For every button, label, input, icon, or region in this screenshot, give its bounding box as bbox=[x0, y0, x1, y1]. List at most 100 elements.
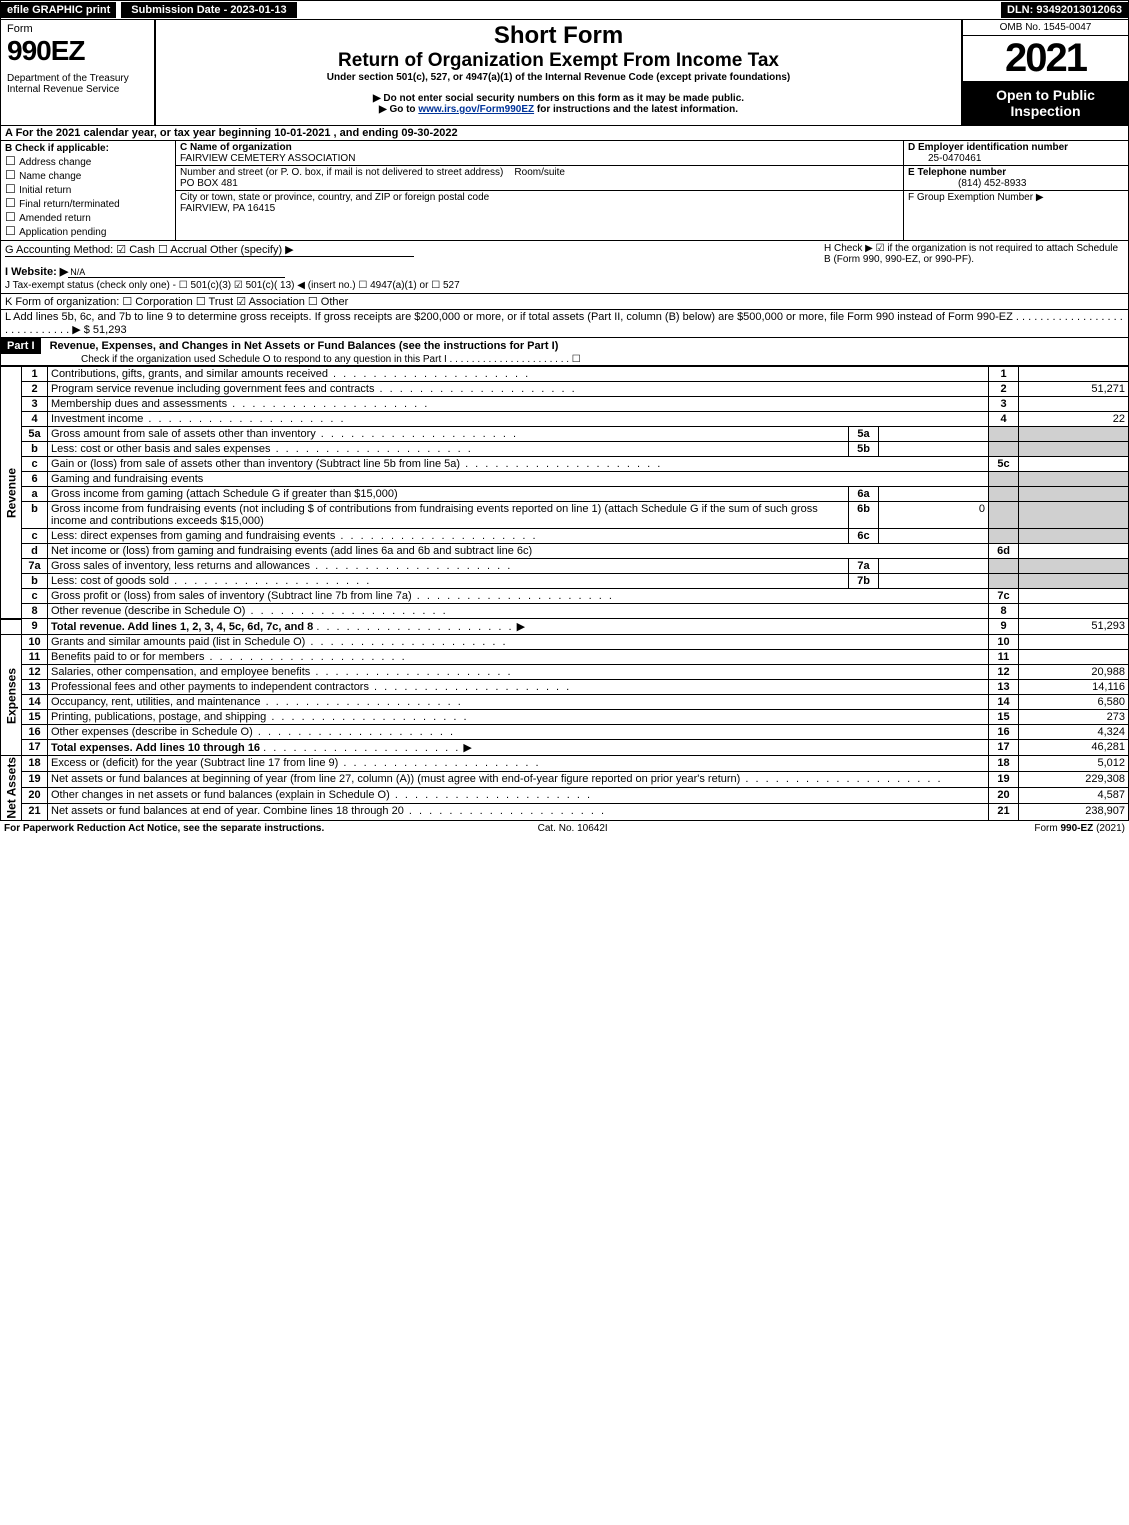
section-c: C Name of organization FAIRVIEW CEMETERY… bbox=[176, 141, 903, 240]
l8-val bbox=[1019, 604, 1129, 619]
l18-val: 5,012 bbox=[1019, 756, 1129, 772]
line-11: 11 Benefits paid to or for members 11 bbox=[1, 650, 1129, 665]
l10-desc: Grants and similar amounts paid (list in… bbox=[51, 636, 508, 648]
l6b-shade bbox=[989, 502, 1019, 529]
dln: DLN: 93492013012063 bbox=[1001, 2, 1128, 18]
lines-table: Revenue 1 Contributions, gifts, grants, … bbox=[0, 366, 1129, 821]
l7b-shade bbox=[989, 574, 1019, 589]
chk-address[interactable]: ☐ bbox=[5, 154, 19, 168]
l15-num: 15 bbox=[22, 710, 48, 725]
chk-final[interactable]: ☐ bbox=[5, 196, 19, 210]
l13-desc: Professional fees and other payments to … bbox=[51, 681, 571, 693]
l5b-ibox: 5b bbox=[849, 442, 879, 457]
l12-box: 12 bbox=[989, 665, 1019, 680]
chk-name[interactable]: ☐ bbox=[5, 168, 19, 182]
l5b-shade bbox=[989, 442, 1019, 457]
l7b-ival bbox=[879, 574, 989, 589]
line-2: 2 Program service revenue including gove… bbox=[1, 382, 1129, 397]
row-a-text: A For the 2021 calendar year, or tax yea… bbox=[5, 127, 458, 139]
chk-amended[interactable]: ☐ bbox=[5, 210, 19, 224]
org-street: PO BOX 481 bbox=[180, 178, 238, 189]
l7a-ival bbox=[879, 559, 989, 574]
l15-desc: Printing, publications, postage, and shi… bbox=[51, 711, 469, 723]
l7c-desc: Gross profit or (loss) from sales of inv… bbox=[51, 590, 614, 602]
efile-label[interactable]: efile GRAPHIC print bbox=[1, 2, 116, 18]
short-form: Short Form bbox=[162, 22, 955, 50]
i-row: I Website: ▶N/A bbox=[5, 265, 824, 278]
l1-box: 1 bbox=[989, 367, 1019, 382]
section-b: B Check if applicable: ☐ Address change … bbox=[1, 141, 176, 240]
l1-num: 1 bbox=[22, 367, 48, 382]
l18-num: 18 bbox=[22, 756, 48, 772]
l3-val bbox=[1019, 397, 1129, 412]
l3-num: 3 bbox=[22, 397, 48, 412]
l16-val: 4,324 bbox=[1019, 725, 1129, 740]
b-item-2: Initial return bbox=[19, 185, 71, 196]
l2-val: 51,271 bbox=[1019, 382, 1129, 397]
l20-val: 4,587 bbox=[1019, 788, 1129, 804]
l6a-shade2 bbox=[1019, 487, 1129, 502]
l6a-num: a bbox=[22, 487, 48, 502]
l18-box: 18 bbox=[989, 756, 1019, 772]
irs-link[interactable]: www.irs.gov/Form990EZ bbox=[418, 104, 534, 115]
part1-title: Revenue, Expenses, and Changes in Net As… bbox=[44, 340, 559, 352]
l19-num: 19 bbox=[22, 772, 48, 788]
b-item-1: Name change bbox=[19, 171, 81, 182]
l11-desc: Benefits paid to or for members bbox=[51, 651, 407, 663]
l6a-ibox: 6a bbox=[849, 487, 879, 502]
l6a-shade bbox=[989, 487, 1019, 502]
c-street-lbl: Number and street (or P. O. box, if mail… bbox=[180, 167, 503, 178]
line-8: 8 Other revenue (describe in Schedule O)… bbox=[1, 604, 1129, 619]
c-room-lbl: Room/suite bbox=[514, 167, 565, 178]
line-6c: c Less: direct expenses from gaming and … bbox=[1, 529, 1129, 544]
line-7c: c Gross profit or (loss) from sales of i… bbox=[1, 589, 1129, 604]
l5c-num: c bbox=[22, 457, 48, 472]
phone: (814) 452-8933 bbox=[908, 178, 1026, 189]
b-item-4: Amended return bbox=[19, 213, 91, 224]
section-def: D Employer identification number 25-0470… bbox=[903, 141, 1128, 240]
chk-pending[interactable]: ☐ bbox=[5, 224, 19, 238]
under-section: Under section 501(c), 527, or 4947(a)(1)… bbox=[162, 72, 955, 83]
l9-val: 51,293 bbox=[1019, 619, 1129, 635]
l6c-num: c bbox=[22, 529, 48, 544]
d-row: D Employer identification number 25-0470… bbox=[904, 141, 1128, 166]
l13-box: 13 bbox=[989, 680, 1019, 695]
l5a-shade2 bbox=[1019, 427, 1129, 442]
l14-box: 14 bbox=[989, 695, 1019, 710]
l17-val: 46,281 bbox=[1019, 740, 1129, 756]
l5a-desc: Gross amount from sale of assets other t… bbox=[51, 428, 518, 440]
form-title: Return of Organization Exempt From Incom… bbox=[162, 50, 955, 72]
line-6a: a Gross income from gaming (attach Sched… bbox=[1, 487, 1129, 502]
line-18: Net Assets 18 Excess or (deficit) for th… bbox=[1, 756, 1129, 772]
form-number: 990EZ bbox=[7, 35, 148, 67]
ein: 25-0470461 bbox=[908, 153, 981, 164]
l14-val: 6,580 bbox=[1019, 695, 1129, 710]
tax-year: 2021 bbox=[963, 36, 1128, 81]
l-row: L Add lines 5b, 6c, and 7b to line 9 to … bbox=[0, 310, 1129, 338]
l16-box: 16 bbox=[989, 725, 1019, 740]
b-item-3: Final return/terminated bbox=[19, 199, 120, 210]
line-14: 14 Occupancy, rent, utilities, and maint… bbox=[1, 695, 1129, 710]
l6c-ival bbox=[879, 529, 989, 544]
l1-val bbox=[1019, 367, 1129, 382]
l7c-val bbox=[1019, 589, 1129, 604]
l6a-ival bbox=[879, 487, 989, 502]
l5a-shade bbox=[989, 427, 1019, 442]
chk-initial[interactable]: ☐ bbox=[5, 182, 19, 196]
l5b-desc: Less: cost or other basis and sales expe… bbox=[51, 443, 473, 455]
l11-box: 11 bbox=[989, 650, 1019, 665]
l7a-desc: Gross sales of inventory, less returns a… bbox=[51, 560, 512, 572]
line-6: 6 Gaming and fundraising events bbox=[1, 472, 1129, 487]
l7c-box: 7c bbox=[989, 589, 1019, 604]
note-goto: ▶ Go to www.irs.gov/Form990EZ for instru… bbox=[162, 104, 955, 115]
l10-box: 10 bbox=[989, 635, 1019, 650]
l10-num: 10 bbox=[22, 635, 48, 650]
irs: Internal Revenue Service bbox=[7, 84, 148, 95]
l6b-num: b bbox=[22, 502, 48, 529]
l10-val bbox=[1019, 635, 1129, 650]
l12-desc: Salaries, other compensation, and employ… bbox=[51, 666, 513, 678]
website: N/A bbox=[68, 267, 285, 278]
l14-desc: Occupancy, rent, utilities, and maintena… bbox=[51, 696, 463, 708]
c-street-row: Number and street (or P. O. box, if mail… bbox=[176, 166, 903, 191]
l1-desc: Contributions, gifts, grants, and simila… bbox=[51, 368, 530, 380]
